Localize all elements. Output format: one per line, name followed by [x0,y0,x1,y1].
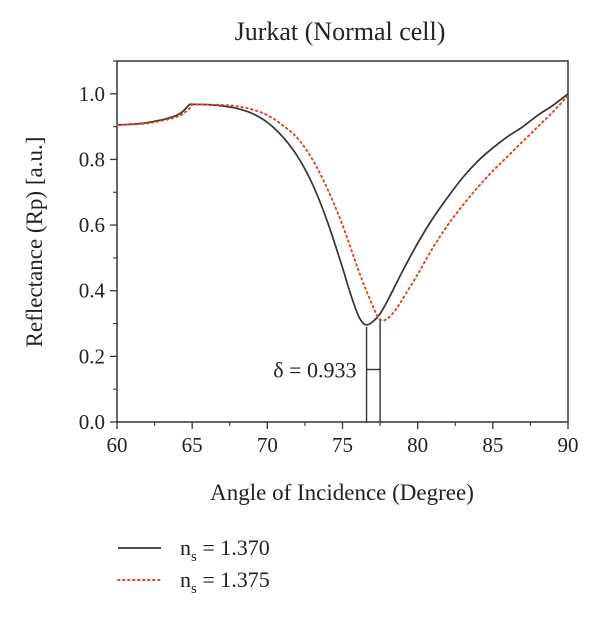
x-tick-label: 90 [558,433,579,457]
y-tick-label: 0.4 [79,279,106,303]
y-tick-label: 0.0 [79,410,105,434]
x-tick-label: 60 [107,433,128,457]
y-tick-label: 0.2 [79,344,105,368]
annotation-layer: δ = 0.933 [273,320,381,422]
y-axis: 0.0 0.2 0.4 0.6 0.8 1.0 [79,60,117,434]
x-axis-label: Angle of Incidence (Degree) [210,480,474,505]
y-tick-label: 1.0 [79,82,105,106]
x-tick-label: 85 [482,433,503,457]
x-axis: 60 65 70 75 80 85 90 [107,422,579,457]
legend-label-2: ns = 1.375 [180,567,270,597]
y-axis-label: Reflectance (Rp) [a.u.] [22,137,47,348]
series-layer [116,93,569,326]
y-tick-label: 0.6 [79,213,105,237]
legend-label-1: ns = 1.370 [180,535,270,565]
x-tick-label: 75 [332,433,353,457]
chart-title: Jurkat (Normal cell) [235,17,446,46]
x-tick-label: 70 [257,433,278,457]
y-tick-label: 0.8 [79,147,105,171]
series-line-1 [116,93,569,326]
x-tick-label: 80 [407,433,428,457]
delta-label: δ = 0.933 [273,357,356,382]
series-line-2 [116,94,569,322]
x-tick-label: 65 [182,433,203,457]
